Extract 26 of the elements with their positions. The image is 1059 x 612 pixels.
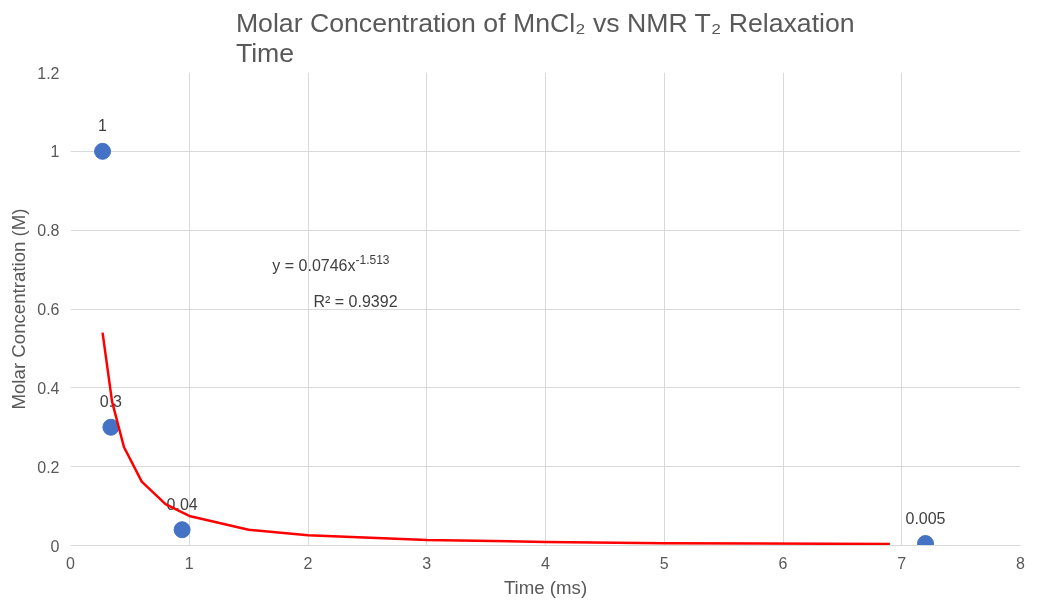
point: [102, 418, 120, 436]
x-tick-label: 5: [659, 554, 669, 572]
y-tick-label: 1: [50, 143, 60, 161]
annotation: R² = 0.9392: [313, 292, 398, 310]
x-tick-label: 7: [897, 554, 907, 572]
line-series: [101, 331, 892, 546]
x-tick-label: 4: [541, 554, 551, 572]
x-axis-title: Time (ms): [503, 576, 588, 598]
x-tick-label: 3: [422, 554, 432, 572]
y-tick-label: 1.2: [37, 64, 60, 82]
data-label: 1: [98, 117, 108, 135]
x-tick-label: 0: [66, 554, 76, 572]
x-tick-label: 1: [184, 554, 194, 572]
y-tick-label: 0.8: [37, 222, 60, 240]
x-tick-label: 8: [1016, 554, 1026, 572]
y-tick-label: 0.2: [37, 458, 60, 476]
data-label: 0.005: [905, 509, 946, 527]
y-axis-title: Molar Concentration (M): [8, 208, 30, 410]
x-tick-label: 6: [778, 554, 788, 572]
point: [94, 142, 112, 160]
y-tick-label: 0.6: [37, 301, 60, 318]
chart-title: Molar Concentration of MnCl₂ vs NMR T₂ Relaxation Time: [235, 7, 855, 68]
x-tick-label: 2: [303, 554, 313, 572]
y-tick-label: 0: [50, 537, 60, 555]
point: [173, 521, 191, 539]
y-tick-label: 0.4: [37, 379, 60, 397]
